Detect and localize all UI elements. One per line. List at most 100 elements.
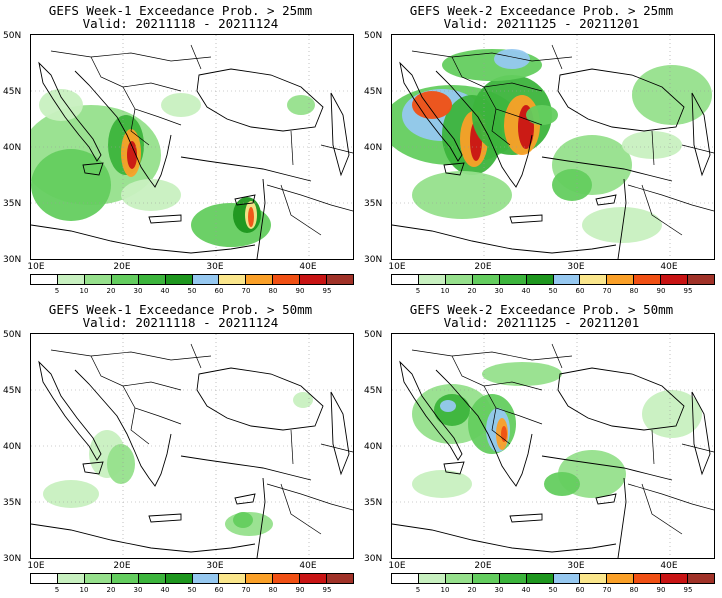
colorbar-swatch xyxy=(246,574,274,583)
probability-area xyxy=(632,65,712,125)
colorbar xyxy=(391,573,715,584)
panel-valid-dates: Valid: 20211118 - 20211124 xyxy=(82,16,279,31)
panel-week2-50mm: GEFS Week-2 Exceedance Prob. > 50mm Vali… xyxy=(361,299,722,598)
country-border xyxy=(90,56,182,92)
colorbar-swatch xyxy=(580,275,608,284)
coastline xyxy=(256,477,266,558)
probability-area xyxy=(412,91,452,119)
coastline xyxy=(148,513,182,523)
colorbar-swatch xyxy=(192,574,220,583)
colorbar-label: 5 xyxy=(415,586,421,594)
country-border xyxy=(651,429,655,465)
colorbar-label: 40 xyxy=(521,287,531,295)
coastline xyxy=(691,92,711,177)
colorbar-swatch xyxy=(472,574,500,583)
lat-label-50n: 50N xyxy=(3,31,22,41)
colorbar-label: 50 xyxy=(548,287,558,295)
lon-label-40e: 40E xyxy=(299,262,317,272)
colorbar-swatch xyxy=(445,574,473,583)
colorbar-label: 95 xyxy=(322,287,332,295)
colorbar-swatch xyxy=(634,574,662,583)
lat-label-30n: 30N xyxy=(364,554,383,564)
lat-label-40n: 40N xyxy=(3,143,22,153)
panel-week2-25mm: GEFS Week-2 Exceedance Prob. > 25mm Vali… xyxy=(361,0,722,299)
lat-label-30n: 30N xyxy=(364,255,383,265)
colorbar-swatch xyxy=(526,275,554,284)
coastline xyxy=(509,513,543,523)
colorbar-swatch xyxy=(300,275,328,284)
colorbar-label: 30 xyxy=(133,586,143,594)
probability-area xyxy=(526,105,558,125)
country-border xyxy=(280,184,322,236)
coastline xyxy=(82,162,104,176)
country-border xyxy=(266,184,353,212)
colorbar-swatch xyxy=(688,574,715,583)
country-border xyxy=(641,483,683,535)
country-border xyxy=(122,385,182,425)
colorbar-label: 20 xyxy=(467,287,477,295)
colorbar-label: 30 xyxy=(133,287,143,295)
country-border xyxy=(280,483,322,535)
colorbar-label: 30 xyxy=(494,586,504,594)
colorbar-swatch xyxy=(580,574,608,583)
coastline xyxy=(180,156,312,182)
colorbar-label: 80 xyxy=(268,287,278,295)
colorbar-swatch xyxy=(392,275,419,284)
country-border xyxy=(90,355,182,391)
colorbar-label: 60 xyxy=(214,586,224,594)
country-border xyxy=(641,184,683,236)
colorbar-swatch xyxy=(661,275,689,284)
graticule xyxy=(392,334,714,558)
probability-shading xyxy=(43,392,313,536)
colorbar-swatch xyxy=(499,275,527,284)
country-border xyxy=(190,343,202,369)
colorbar-label: 10 xyxy=(79,287,89,295)
colorbar-label: 20 xyxy=(467,586,477,594)
country-border xyxy=(320,144,353,154)
country-border xyxy=(190,44,202,70)
country-border xyxy=(483,385,543,425)
colorbar-label: 70 xyxy=(241,586,251,594)
map-area xyxy=(30,333,354,559)
colorbar-label: 40 xyxy=(521,586,531,594)
coastline xyxy=(392,224,617,254)
coastline xyxy=(595,194,617,206)
probability-area xyxy=(552,169,592,201)
country-border xyxy=(290,429,294,465)
panel-title: GEFS Week-2 Exceedance Prob. > 50mm xyxy=(409,302,674,317)
colorbar-label: 70 xyxy=(602,586,612,594)
colorbar-swatch xyxy=(472,275,500,284)
colorbar-label: 5 xyxy=(54,287,60,295)
lon-label-10e: 10E xyxy=(27,561,45,571)
colorbar-label: 20 xyxy=(106,586,116,594)
country-border xyxy=(266,483,353,511)
probability-area xyxy=(582,207,662,243)
probability-area xyxy=(43,480,99,508)
coastline xyxy=(330,92,350,177)
country-border xyxy=(551,44,563,70)
lon-label-40e: 40E xyxy=(660,262,678,272)
country-border xyxy=(627,483,714,511)
colorbar-label: 5 xyxy=(54,586,60,594)
probability-area xyxy=(622,131,682,159)
colorbar-swatch xyxy=(661,574,689,583)
lat-label-35n: 35N xyxy=(364,498,383,508)
colorbar-swatch xyxy=(246,275,274,284)
colorbar-swatch xyxy=(499,574,527,583)
colorbar-swatch xyxy=(84,275,112,284)
coastline xyxy=(330,391,350,476)
colorbar-label: 40 xyxy=(160,287,170,295)
country-border xyxy=(491,108,511,146)
map-area xyxy=(30,34,354,260)
colorbar-label: 20 xyxy=(106,287,116,295)
colorbar-label: 80 xyxy=(268,586,278,594)
probability-shading xyxy=(412,362,702,498)
lat-label-35n: 35N xyxy=(3,498,22,508)
country-border xyxy=(551,343,563,369)
colorbar-label: 10 xyxy=(79,586,89,594)
colorbar-swatch xyxy=(165,574,193,583)
colorbar-label: 30 xyxy=(494,287,504,295)
coastline xyxy=(82,461,104,475)
probability-area xyxy=(412,470,472,498)
colorbar-label: 10 xyxy=(440,287,450,295)
